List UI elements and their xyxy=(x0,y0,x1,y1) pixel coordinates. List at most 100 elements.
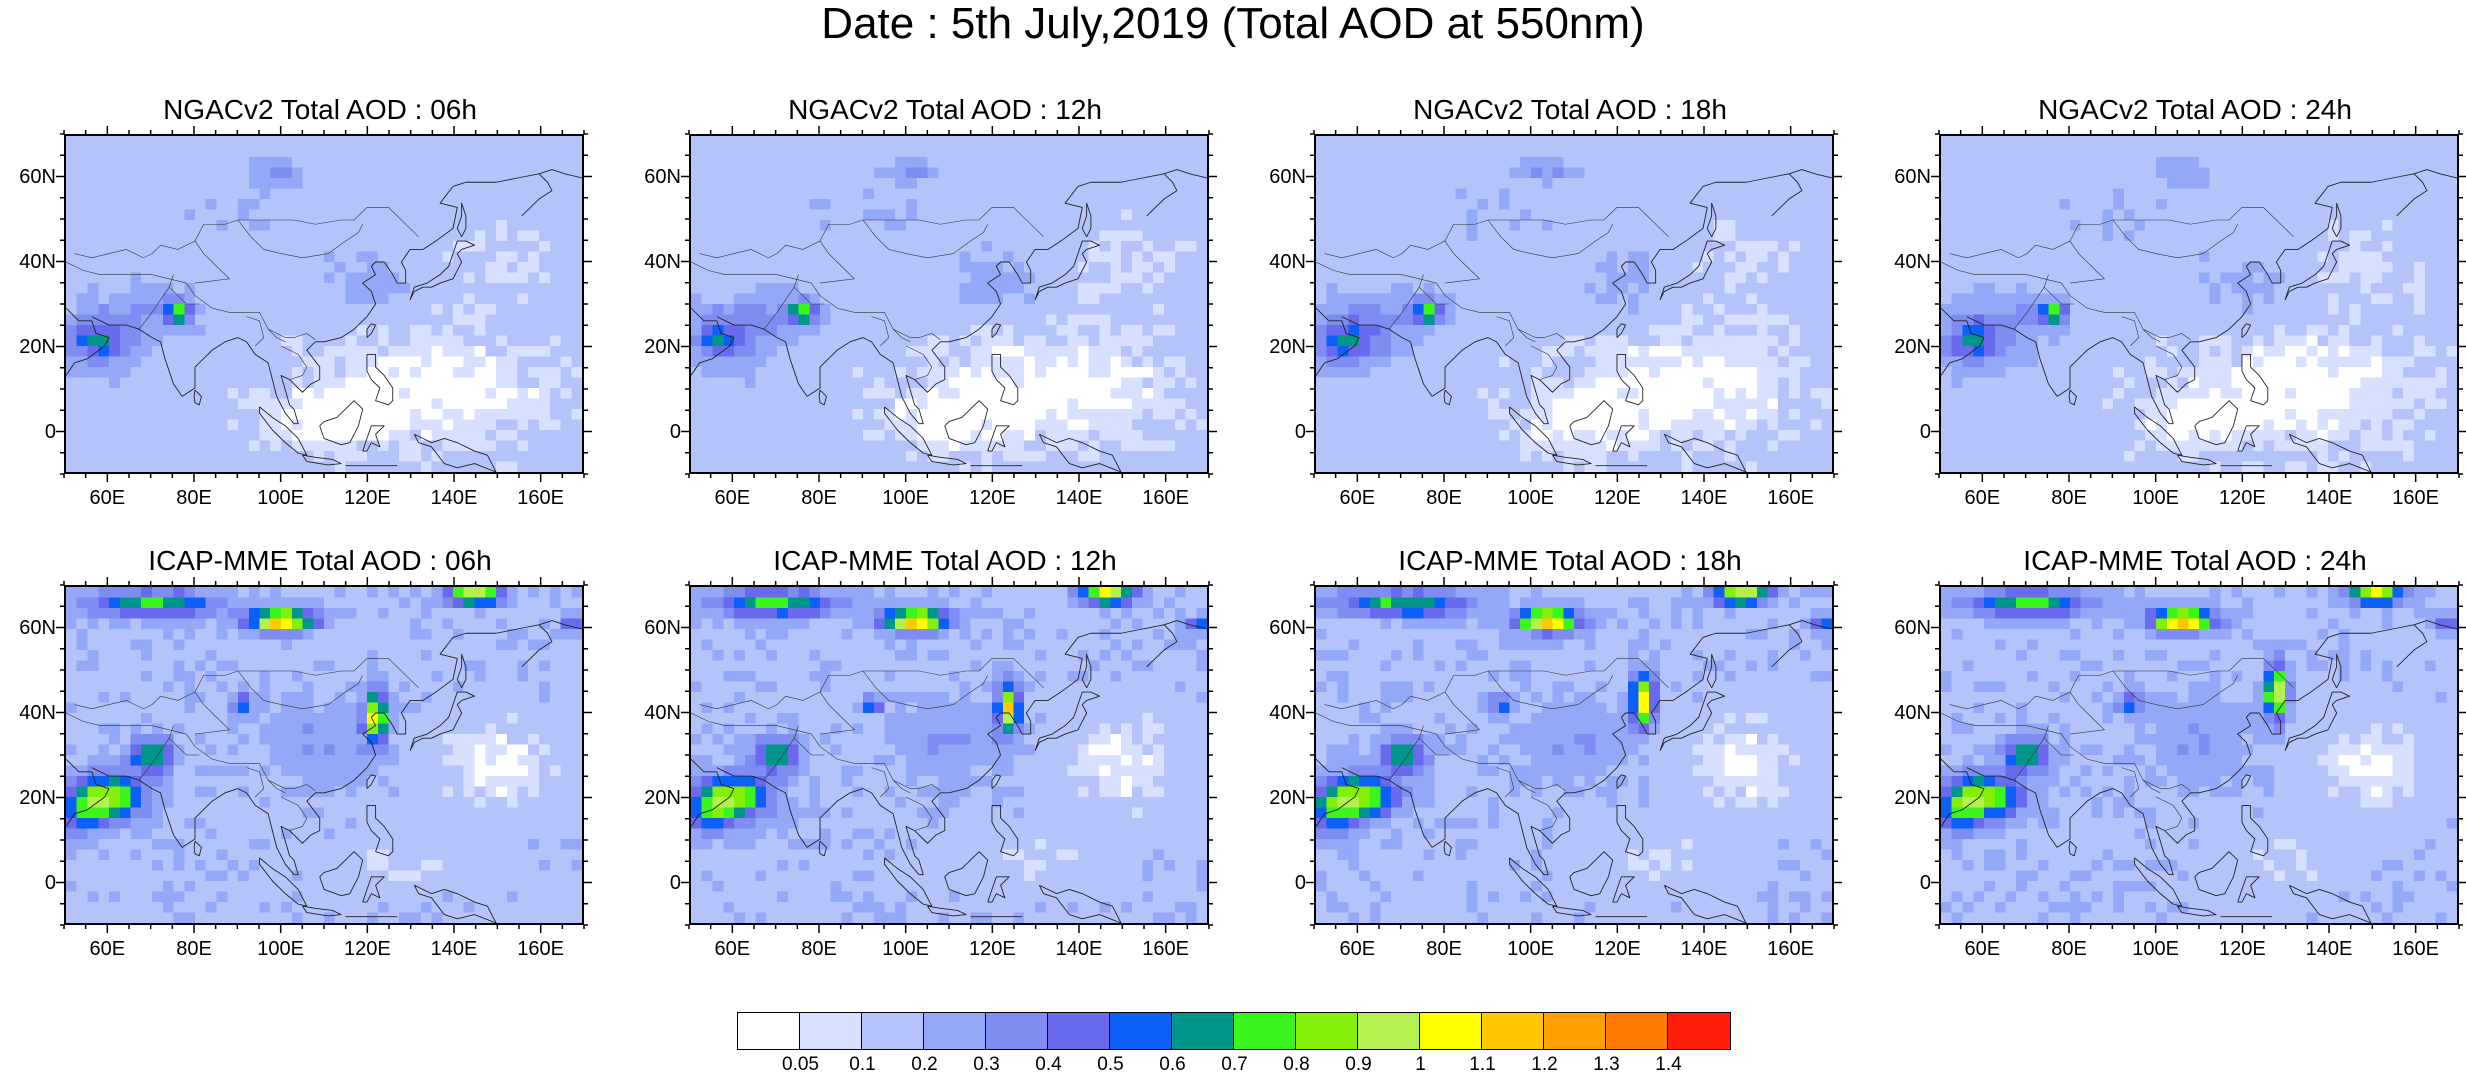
x-tick-label: 100E xyxy=(2126,939,2186,959)
panel-title: NGACv2 Total AOD : 24h xyxy=(1935,94,2455,126)
x-tick-label: 160E xyxy=(1761,488,1821,508)
colorbar-label: 1.1 xyxy=(1453,1054,1513,1076)
map-plot-area xyxy=(689,585,1209,925)
colorbar-swatch xyxy=(1110,1013,1172,1049)
y-tick-label: 0 xyxy=(18,422,56,442)
x-tick-label: 60E xyxy=(1952,488,2012,508)
y-tick-label: 60N xyxy=(1893,167,1931,187)
aod-field-map xyxy=(1941,136,2457,472)
x-tick-label: 60E xyxy=(702,488,762,508)
x-tick-label: 100E xyxy=(2126,488,2186,508)
aod-field-map xyxy=(66,587,582,923)
colorbar-label: 0.05 xyxy=(771,1054,831,1076)
figure-title: Date : 5th July,2019 (Total AOD at 550nm… xyxy=(0,2,2466,46)
panel-title: NGACv2 Total AOD : 12h xyxy=(685,94,1205,126)
x-tick-label: 100E xyxy=(251,488,311,508)
map-plot-area xyxy=(689,134,1209,474)
colorbar-swatch xyxy=(986,1013,1048,1049)
x-tick-label: 120E xyxy=(1587,488,1647,508)
colorbar-label: 0.5 xyxy=(1081,1054,1141,1076)
map-plot-area xyxy=(1939,585,2459,925)
x-tick-label: 140E xyxy=(1049,488,1109,508)
x-tick-label: 80E xyxy=(164,939,224,959)
panel-title: ICAP-MME Total AOD : 18h xyxy=(1310,545,1830,577)
y-tick-label: 40N xyxy=(1893,252,1931,272)
x-tick-label: 160E xyxy=(1761,939,1821,959)
x-tick-label: 60E xyxy=(77,939,137,959)
colorbar-swatch xyxy=(1420,1013,1482,1049)
y-tick-label: 60N xyxy=(1268,618,1306,638)
x-tick-label: 120E xyxy=(2212,939,2272,959)
colorbar-swatch xyxy=(1358,1013,1420,1049)
x-tick-label: 140E xyxy=(1049,939,1109,959)
y-tick-label: 0 xyxy=(1268,873,1306,893)
y-tick-label: 20N xyxy=(1268,337,1306,357)
x-tick-label: 80E xyxy=(1414,488,1474,508)
aod-field-map xyxy=(1316,136,1832,472)
x-tick-label: 160E xyxy=(511,939,571,959)
x-tick-label: 100E xyxy=(251,939,311,959)
y-tick-label: 20N xyxy=(643,788,681,808)
y-tick-label: 40N xyxy=(643,252,681,272)
x-tick-label: 120E xyxy=(2212,488,2272,508)
colorbar-swatch xyxy=(1234,1013,1296,1049)
x-tick-label: 60E xyxy=(702,939,762,959)
colorbar-label: 1.3 xyxy=(1577,1054,1637,1076)
x-tick-label: 160E xyxy=(1136,488,1196,508)
x-tick-label: 140E xyxy=(424,488,484,508)
x-tick-label: 120E xyxy=(337,488,397,508)
colorbar-swatch xyxy=(800,1013,862,1049)
x-tick-label: 100E xyxy=(876,939,936,959)
y-tick-label: 0 xyxy=(18,873,56,893)
colorbar-swatch xyxy=(1172,1013,1234,1049)
x-tick-label: 60E xyxy=(1952,939,2012,959)
y-tick-label: 20N xyxy=(18,337,56,357)
x-tick-label: 140E xyxy=(1674,939,1734,959)
panel-title: ICAP-MME Total AOD : 12h xyxy=(685,545,1205,577)
x-tick-label: 100E xyxy=(1501,488,1561,508)
y-tick-label: 20N xyxy=(1893,337,1931,357)
x-tick-label: 140E xyxy=(424,939,484,959)
y-tick-label: 40N xyxy=(1268,252,1306,272)
colorbar-swatch xyxy=(1668,1013,1730,1049)
colorbar-label: 1 xyxy=(1391,1054,1451,1076)
colorbar-swatch xyxy=(862,1013,924,1049)
panel-title: NGACv2 Total AOD : 06h xyxy=(60,94,580,126)
colorbar xyxy=(737,1012,1731,1050)
colorbar-swatch xyxy=(1606,1013,1668,1049)
x-tick-label: 160E xyxy=(2386,488,2446,508)
y-tick-label: 0 xyxy=(643,873,681,893)
x-tick-label: 60E xyxy=(1327,488,1387,508)
x-tick-label: 140E xyxy=(2299,939,2359,959)
x-tick-label: 100E xyxy=(1501,939,1561,959)
x-tick-label: 160E xyxy=(1136,939,1196,959)
colorbar-swatch xyxy=(924,1013,986,1049)
colorbar-label: 0.9 xyxy=(1329,1054,1389,1076)
x-tick-label: 120E xyxy=(337,939,397,959)
colorbar-label: 0.8 xyxy=(1267,1054,1327,1076)
x-tick-label: 60E xyxy=(77,488,137,508)
x-tick-label: 80E xyxy=(1414,939,1474,959)
map-plot-area xyxy=(1939,134,2459,474)
colorbar-swatch xyxy=(1544,1013,1606,1049)
aod-field-map xyxy=(1941,587,2457,923)
colorbar-label: 0.3 xyxy=(957,1054,1017,1076)
aod-field-map xyxy=(1316,587,1832,923)
y-tick-label: 20N xyxy=(1893,788,1931,808)
aod-field-map xyxy=(691,587,1207,923)
x-tick-label: 80E xyxy=(789,939,849,959)
x-tick-label: 140E xyxy=(1674,488,1734,508)
x-tick-label: 100E xyxy=(876,488,936,508)
y-tick-label: 60N xyxy=(18,618,56,638)
aod-field-map xyxy=(66,136,582,472)
x-tick-label: 80E xyxy=(789,488,849,508)
map-plot-area xyxy=(64,134,584,474)
x-tick-label: 160E xyxy=(511,488,571,508)
y-tick-label: 40N xyxy=(1893,703,1931,723)
colorbar-swatch xyxy=(1048,1013,1110,1049)
map-plot-area xyxy=(1314,134,1834,474)
x-tick-label: 60E xyxy=(1327,939,1387,959)
